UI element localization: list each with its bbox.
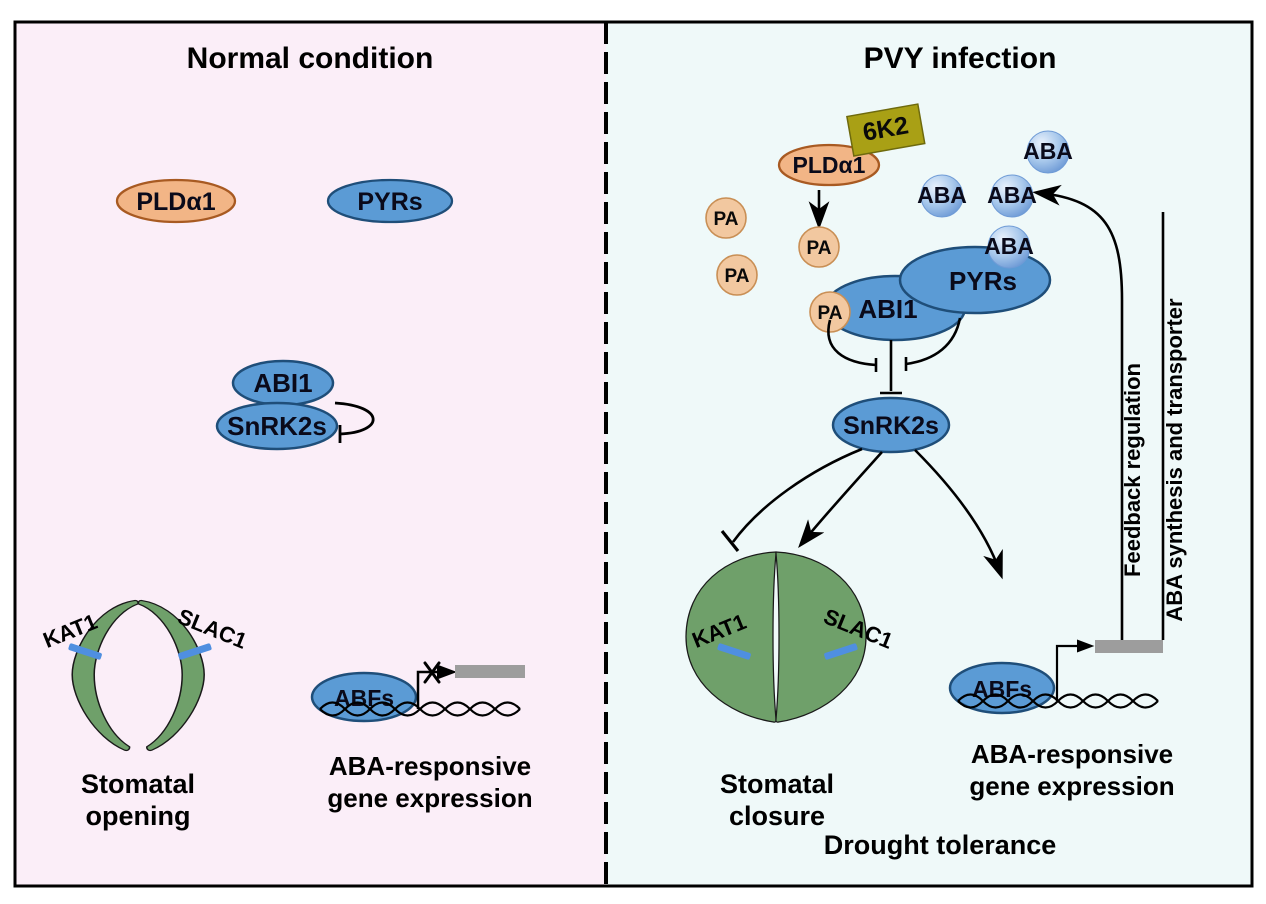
svg-text:PA: PA (725, 266, 750, 287)
svg-text:PVY infection: PVY infection (864, 42, 1057, 75)
svg-text:closure: closure (729, 801, 825, 831)
svg-text:Feedback regulation: Feedback regulation (1120, 363, 1145, 577)
svg-text:gene expression: gene expression (327, 783, 532, 813)
svg-text:PA: PA (807, 238, 832, 259)
svg-text:ABI1: ABI1 (253, 368, 312, 398)
svg-text:opening: opening (86, 801, 191, 831)
svg-text:gene expression: gene expression (969, 771, 1174, 801)
svg-text:Normal condition: Normal condition (187, 42, 434, 75)
svg-text:ABA-responsive: ABA-responsive (329, 751, 531, 781)
svg-text:ABA: ABA (984, 233, 1034, 259)
svg-text:ABI1: ABI1 (858, 294, 917, 324)
svg-text:Stomatal: Stomatal (720, 769, 834, 799)
svg-text:PA: PA (714, 209, 739, 230)
svg-text:PLDα1: PLDα1 (136, 188, 215, 216)
svg-text:ABA synthesis and transporter: ABA synthesis and transporter (1162, 298, 1187, 622)
svg-text:ABA: ABA (987, 182, 1037, 208)
svg-text:SnRK2s: SnRK2s (227, 411, 327, 441)
svg-text:Drought tolerance: Drought tolerance (824, 830, 1057, 860)
svg-text:Stomatal: Stomatal (81, 769, 195, 799)
svg-text:ABA-responsive: ABA-responsive (971, 739, 1173, 769)
svg-text:SnRK2s: SnRK2s (843, 412, 939, 440)
svg-text:ABA: ABA (917, 182, 967, 208)
svg-text:PYRs: PYRs (357, 188, 422, 216)
svg-text:PYRs: PYRs (949, 266, 1017, 296)
svg-text:ABA: ABA (1023, 138, 1073, 164)
